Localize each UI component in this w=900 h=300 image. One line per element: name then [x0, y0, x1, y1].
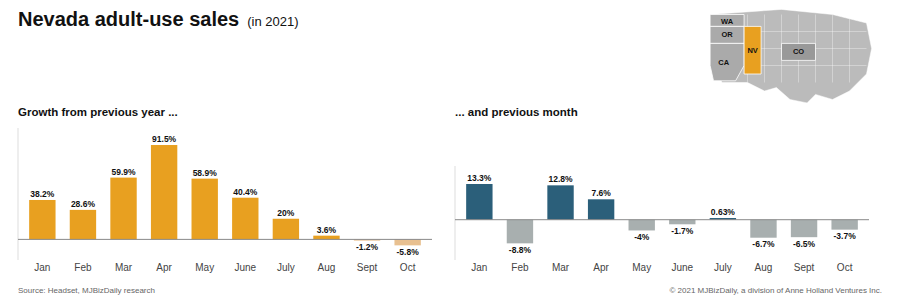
bar [110, 178, 136, 240]
data-label: -1.7% [671, 226, 694, 236]
x-tick-label: Oct [837, 262, 853, 273]
chart-root: Nevada adult-use sales (in 2021) Source: H… [0, 0, 900, 300]
x-tick-label: Aug [755, 262, 773, 273]
x-tick-label: Oct [400, 262, 416, 273]
data-label: -1.2% [356, 242, 379, 252]
bar [394, 239, 420, 245]
x-tick-label: Apr [156, 262, 172, 273]
page: {"title": "Nevada adult-use sales", "sub… [0, 0, 900, 300]
bar [750, 220, 776, 238]
bar [313, 236, 339, 240]
value-axis-range [455, 166, 456, 260]
zero-line [18, 239, 432, 240]
x-tick-label: July [714, 262, 732, 273]
map-state [710, 26, 744, 43]
bar-chart: Growth from previous year ... 38.2% 28.6% 5… [18, 106, 432, 273]
bar [192, 179, 218, 240]
map-state [744, 26, 761, 74]
value-axis-range [18, 128, 19, 260]
bar [70, 210, 96, 239]
map-state [782, 43, 816, 60]
map-outline [710, 9, 872, 103]
x-tick-label: June [234, 262, 256, 273]
zero-line [455, 219, 869, 220]
map-label: WA [721, 17, 734, 26]
x-tick-label: May [195, 262, 214, 273]
map-label: CO [793, 47, 804, 56]
map-inset: WA OR CA NV CO [710, 9, 872, 103]
data-label: 20% [277, 208, 294, 218]
x-tick-label: Aug [318, 262, 336, 273]
title: Nevada adult-use sales [18, 8, 239, 30]
map-state [710, 43, 744, 80]
bar [151, 145, 177, 239]
x-tick-label: Feb [74, 262, 92, 273]
bar [831, 220, 857, 230]
chart-title: Growth from previous year ... [18, 106, 178, 118]
map-state [710, 15, 744, 27]
data-label: 38.2% [30, 189, 55, 199]
map-line [748, 31, 867, 32]
x-tick-label: Sept [794, 262, 815, 273]
bars [29, 145, 421, 245]
data-label: 3.6% [317, 225, 337, 235]
data-label: 13.3% [467, 173, 492, 183]
data-label: 40.4% [233, 187, 258, 197]
map-label: CA [718, 58, 729, 67]
source: Source: Headset, MJBizDaily research [18, 286, 155, 295]
x-tick-label: Sept [357, 262, 378, 273]
x-tick-label: Jan [34, 262, 50, 273]
data-label: 7.6% [591, 188, 611, 198]
map-line [748, 65, 867, 66]
bar [629, 220, 655, 231]
subtitle: (in 2021) [247, 14, 298, 29]
x-tick-label: Feb [511, 262, 529, 273]
data-label: -4% [634, 232, 650, 242]
data-label: -3.7% [834, 231, 857, 241]
x-tick-label: Mar [115, 262, 133, 273]
bar [791, 220, 817, 237]
bar [588, 199, 614, 219]
chart-title: ... and previous month [455, 106, 578, 118]
copyright: © 2021 MJBizDaily, a division of Anne Ho… [669, 286, 882, 295]
map-label: NV [747, 46, 757, 55]
data-label: -8.8% [509, 245, 532, 255]
data-label: -6.7% [752, 239, 775, 249]
bar-chart: ... and previous month 13.3% -8.8% 12.8% 7.6… [455, 106, 869, 273]
data-label: 12.8% [548, 174, 573, 184]
x-tick-label: Jan [471, 262, 487, 273]
bar [273, 219, 299, 240]
x-tick-label: July [277, 262, 295, 273]
bar [29, 200, 55, 239]
data-label: 28.6% [71, 199, 96, 209]
data-label: 91.5% [152, 134, 177, 144]
x-tick-label: Apr [593, 262, 609, 273]
data-label: 59.9% [111, 167, 136, 177]
x-tick-label: May [632, 262, 651, 273]
data-label: -6.5% [793, 239, 816, 249]
x-tick-label: Mar [552, 262, 570, 273]
bar [232, 198, 258, 240]
bar [547, 185, 573, 219]
bar [466, 184, 492, 220]
data-label: 0.63% [711, 207, 736, 217]
data-label: 58.9% [193, 168, 218, 178]
data-label: -5.8% [397, 247, 420, 257]
bar [507, 220, 533, 244]
map-label: OR [721, 30, 733, 39]
bars [466, 184, 858, 243]
bar [669, 220, 695, 225]
x-tick-label: June [671, 262, 693, 273]
background [0, 0, 900, 300]
